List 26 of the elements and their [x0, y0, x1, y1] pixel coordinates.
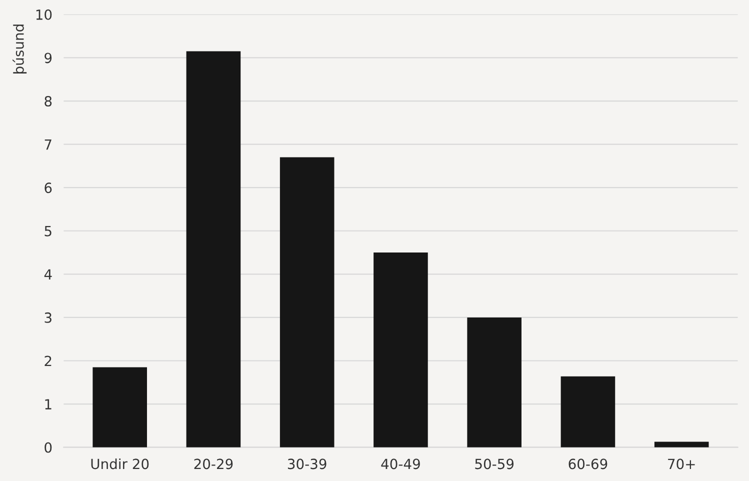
- y-tick-label: 0: [44, 442, 52, 453]
- y-tick-label: 9: [44, 52, 52, 64]
- y-tick-label: 4: [44, 269, 52, 280]
- y-tick-label: 3: [44, 312, 52, 323]
- bar: [186, 51, 241, 448]
- y-tick-label: 7: [44, 139, 52, 150]
- bar: [374, 252, 428, 448]
- x-tick-label: 30-39: [288, 458, 326, 470]
- y-tick-label: 2: [44, 356, 52, 366]
- y-tick-label: 8: [44, 96, 52, 106]
- x-tick-label: Undir 20: [91, 458, 149, 470]
- bar: [467, 317, 522, 448]
- bar: [560, 376, 616, 448]
- y-tick-label: 5: [44, 226, 52, 236]
- x-tick-label: 40-49: [381, 458, 420, 470]
- x-tick-label: 20-29: [194, 458, 233, 470]
- bar: [92, 367, 147, 448]
- x-tick-label: 60-69: [568, 458, 608, 470]
- y-tick-label: 1: [45, 399, 52, 410]
- bar: [280, 157, 334, 448]
- y-tick-label: 10: [36, 9, 52, 20]
- y-tick-label: 6: [44, 182, 52, 194]
- x-tick-label: 70+: [668, 458, 695, 470]
- y-axis-title: þúsund: [12, 24, 27, 74]
- x-tick-label: 50-59: [475, 458, 514, 470]
- bar: [654, 442, 709, 448]
